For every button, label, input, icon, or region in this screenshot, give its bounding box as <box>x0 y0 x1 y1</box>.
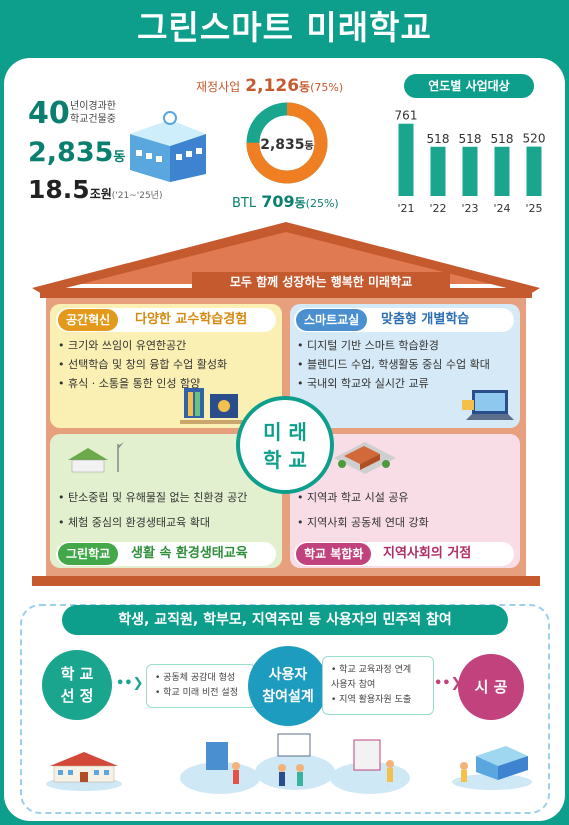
donut-center-value: 2,835 <box>260 137 305 153</box>
building-age-line2: 학교건물중 <box>70 114 116 125</box>
page-title: 그린스마트 미래학교 <box>137 8 432 47</box>
house-banner: 모두 함께 성장하는 행복한 미래학교 <box>192 272 450 292</box>
list-item: • 휴식 · 소통을 통한 인성 함양 <box>58 377 201 390</box>
list-item: • 지역사회 공동체 연대 강화 <box>297 516 429 529</box>
list-item: • 국내외 학교와 실시간 교류 <box>297 377 429 390</box>
bar-value-label: 520 <box>523 132 546 146</box>
list-item: • 크기와 쓰임이 유연한공간 <box>58 339 187 352</box>
btl-pct: (25%) <box>305 197 339 210</box>
q4-list: • 지역과 학교 시설 공유 • 지역사회 공동체 연대 강화 <box>297 488 429 532</box>
yearly-bar-chart: 761 '21 518 '22 518 '23 518 '24 520 '25 <box>395 109 546 215</box>
eco-house-illustration <box>68 442 124 473</box>
q3-title: 생활 속 환경생태교육 <box>131 546 248 561</box>
list-item: • 체험 중심의 환경생태교육 확대 <box>58 516 211 529</box>
finance-value: 2,126 <box>245 76 300 96</box>
q1-tag: 공간혁신 <box>58 309 119 331</box>
list-item: • 탄소중립 및 유해물질 없는 친환경 공간 <box>58 491 248 504</box>
emblem-line1: 미 래 <box>263 420 307 444</box>
q3-list: • 탄소중립 및 유해물질 없는 친환경 공간 • 체험 중심의 환경생태교육 … <box>58 488 247 532</box>
donut-center: 2,835동 <box>244 134 330 153</box>
future-school-emblem: 미 래 학 교 <box>236 396 334 494</box>
step2-details: • 학교 교육과정 연계 사용자 참여 • 지역 활용자원 도출 <box>322 656 434 715</box>
list-item: • 학교 미래 비전 설정 <box>155 688 238 698</box>
bar-4 <box>526 146 542 196</box>
finance-label-text: 재정사업 <box>196 80 241 94</box>
budget-period: ('21~'25년) <box>111 191 163 201</box>
bar-category-label: '22 <box>429 202 446 215</box>
building-age-text: 년이경과한 학교건물중 <box>70 100 116 126</box>
q2-tag: 스마트교실 <box>296 309 368 331</box>
finance-label: 재정사업 2,126동(75%) <box>196 76 343 96</box>
btl-unit: 동 <box>294 196 306 210</box>
budget-donut <box>246 102 328 184</box>
bar-3 <box>494 146 510 196</box>
building-count-unit: 동 <box>113 150 126 165</box>
list-item: 사용자 참여 <box>331 680 376 690</box>
btl-label-text: BTL <box>232 196 257 211</box>
participation-illustration <box>180 733 410 794</box>
q4-title: 지역사회의 거점 <box>383 546 472 561</box>
step-user-design: 사용자 참여설계 <box>248 646 328 726</box>
btl-value: 709 <box>261 192 295 211</box>
bar-value-label: 761 <box>395 109 418 123</box>
bar-value-label: 518 <box>459 132 482 146</box>
construction-illustration <box>452 746 532 790</box>
budget-unit: 조원 <box>89 187 112 201</box>
bar-1 <box>430 146 446 196</box>
laptop-illustration <box>462 390 514 420</box>
building-age-line1: 년이경과한 <box>70 101 116 112</box>
donut-center-unit: 동 <box>304 141 314 152</box>
step-school-selection: 학 교 선 정 <box>42 650 112 720</box>
bar-value-label: 518 <box>491 132 514 146</box>
bar-0 <box>398 123 414 196</box>
q1-title: 다양한 교수학습경험 <box>135 312 248 327</box>
arrow-icon: ••❯ <box>434 676 462 691</box>
bar-category-label: '21 <box>397 202 414 215</box>
q1-list: • 크기와 쓰임이 유연한공간 • 선택학습 및 창의 융합 수업 활성화 • … <box>58 336 227 393</box>
list-item: • 블렌디드 수업, 학생활동 중심 수업 확대 <box>297 358 490 371</box>
classroom-illustration <box>180 388 244 424</box>
q4-tag: 학교 복합화 <box>296 543 372 565</box>
list-item: • 학교 교육과정 연계 <box>331 665 412 675</box>
step1-details: • 공동체 공감대 형성 • 학교 미래 비전 설정 <box>146 664 256 708</box>
finance-unit: 동 <box>299 80 311 94</box>
bar-2 <box>462 146 478 196</box>
emblem-line2: 학 교 <box>263 448 307 472</box>
list-item: • 디지털 기반 스마트 학습환경 <box>297 339 439 352</box>
step-construction: 시 공 <box>458 654 524 720</box>
process-banner: 학생, 교직원, 학부모, 지역주민 등 사용자의 민주적 참여 <box>62 605 508 635</box>
building-count: 2,835동 <box>28 137 125 168</box>
q3-tag: 그린학교 <box>58 543 119 565</box>
school-building-icon <box>46 752 122 791</box>
q2-list: • 디지털 기반 스마트 학습환경 • 블렌디드 수업, 학생활동 중심 수업 … <box>297 336 490 393</box>
bar-value-label: 518 <box>427 132 450 146</box>
list-item: • 선택학습 및 창의 융합 수업 활성화 <box>58 358 228 371</box>
building-age-number: 40 <box>28 96 70 131</box>
yearly-title: 연도별 사업대상 <box>404 74 534 98</box>
donut-finance-arc <box>246 102 328 184</box>
bar-category-label: '23 <box>461 202 478 215</box>
budget: 18.5조원('21~'25년) <box>28 175 162 204</box>
arrow-icon: ••❯ <box>116 676 144 691</box>
bar-category-label: '24 <box>493 202 510 215</box>
finance-pct: (75%) <box>310 81 344 94</box>
building-count-number: 2,835 <box>28 137 114 168</box>
q2-title: 맞춤형 개별학습 <box>381 312 470 327</box>
school-complex-illustration <box>334 442 396 474</box>
list-item: • 지역 활용자원 도출 <box>331 695 412 705</box>
list-item: • 공동체 공감대 형성 <box>155 673 236 683</box>
budget-number: 18.5 <box>28 175 90 204</box>
bar-category-label: '25 <box>525 202 542 215</box>
list-item: • 지역과 학교 시설 공유 <box>297 491 409 504</box>
school-building-icon <box>130 111 206 182</box>
btl-label: BTL 709동(25%) <box>232 192 339 211</box>
